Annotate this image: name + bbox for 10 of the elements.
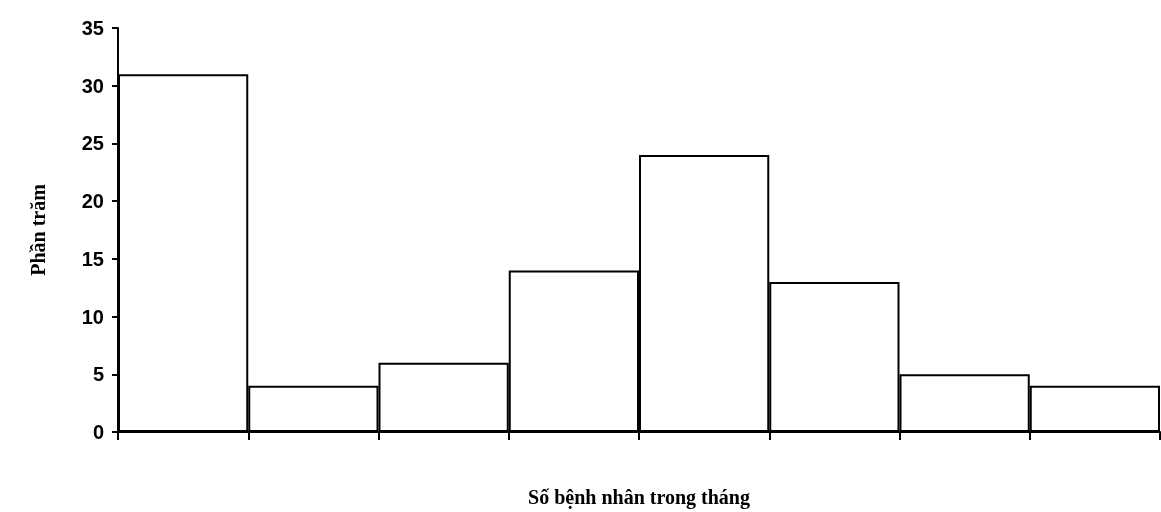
x-axis-title: Số bệnh nhân trong tháng (528, 486, 750, 509)
y-tick-label: 15 (81, 247, 104, 270)
y-tick-label: 0 (92, 421, 104, 443)
y-tick-label: 25 (81, 132, 104, 155)
y-axis-title: Phần trăm (27, 183, 49, 276)
y-tick-label: 30 (81, 74, 104, 97)
y-tick-label: 20 (81, 190, 104, 213)
y-tick-label: 5 (92, 363, 104, 386)
y-tick-label: 35 (81, 17, 104, 39)
y-tick-label: 10 (81, 305, 104, 328)
